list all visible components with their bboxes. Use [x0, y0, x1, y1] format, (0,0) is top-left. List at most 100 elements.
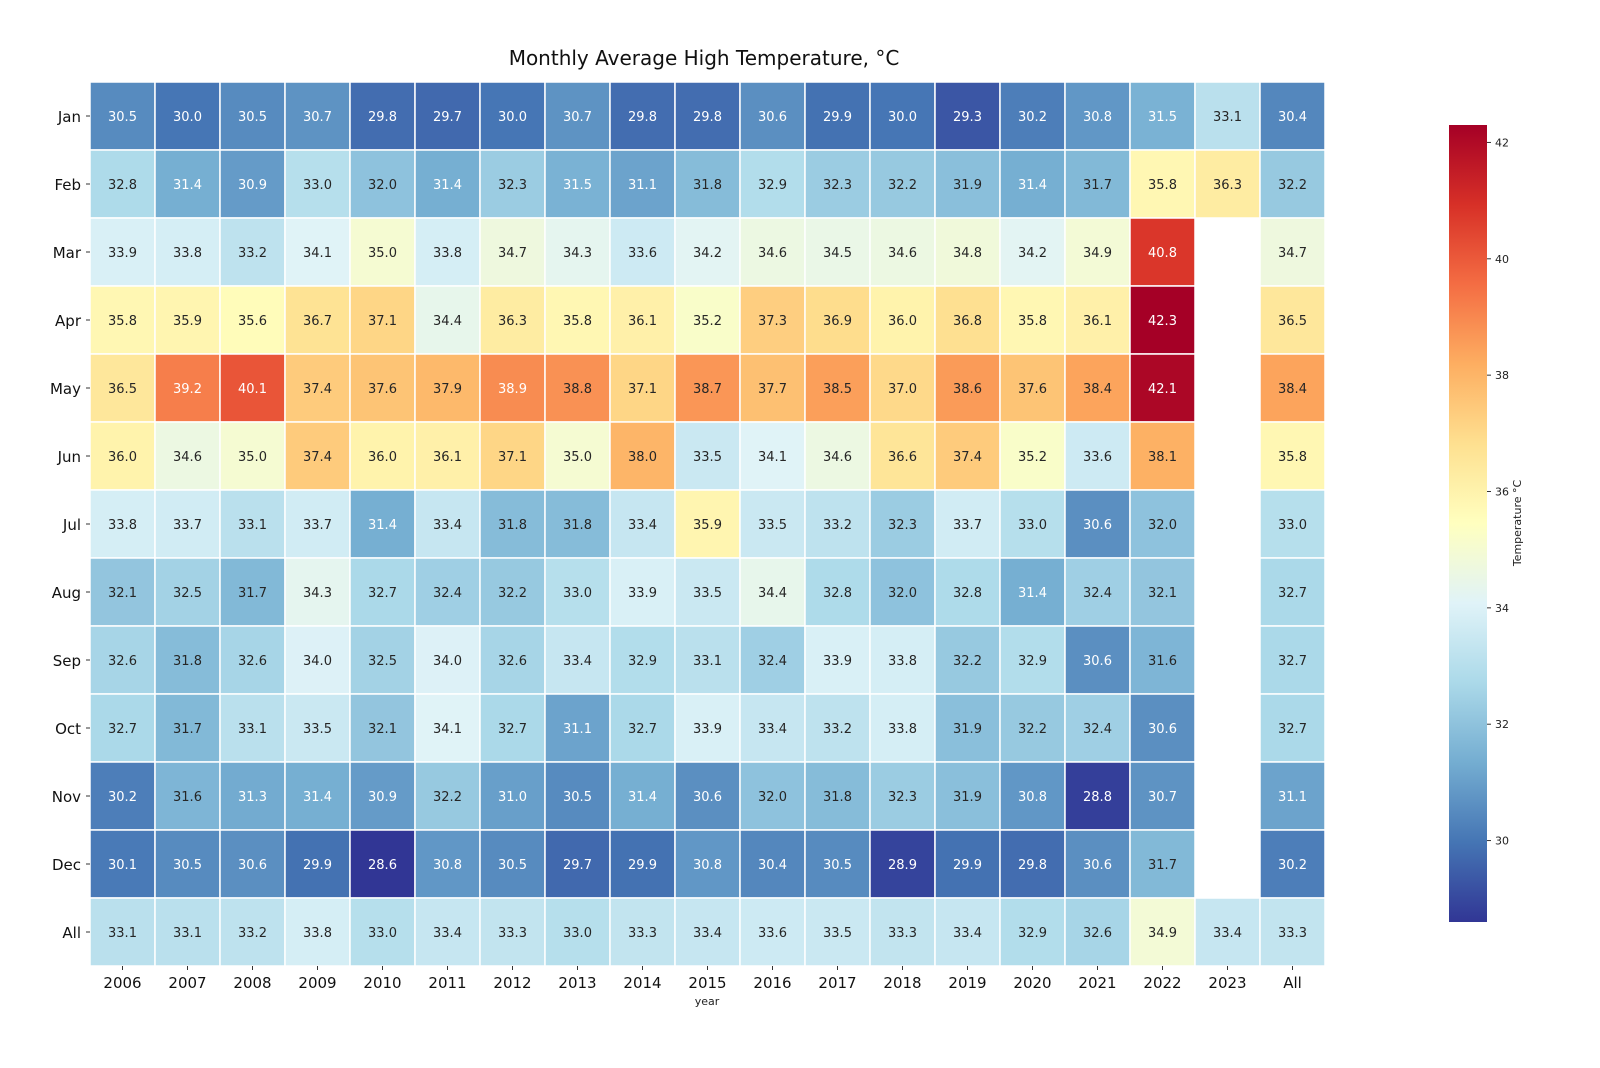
cell-value-label: 32.1: [1148, 586, 1177, 601]
heatmap-cell: [219, 557, 286, 627]
heatmap-cell: [739, 285, 806, 355]
y-tick-label: Oct: [55, 720, 81, 738]
heatmap-cell: [739, 557, 806, 627]
heatmap-cell: [1259, 421, 1326, 491]
cell-value-label: 34.2: [693, 246, 722, 261]
heatmap-cell: [934, 761, 1001, 831]
heatmap-cell: [1194, 149, 1261, 219]
heatmap-cell: [349, 489, 416, 559]
cell-value-label: 38.9: [498, 382, 527, 397]
cell-value-label: 31.8: [498, 518, 527, 533]
cell-value-label: 31.0: [498, 790, 527, 805]
cell-value-label: 33.4: [758, 722, 787, 737]
cell-value-label: 35.8: [1148, 178, 1177, 193]
heatmap-cell: [1129, 489, 1196, 559]
x-axis-label: year: [695, 995, 720, 1008]
heatmap-cell: [674, 489, 741, 559]
heatmap-cell: [609, 897, 676, 967]
heatmap-cell: [544, 897, 611, 967]
cell-value-label: 33.1: [693, 654, 722, 669]
heatmap-cell: [219, 353, 286, 423]
heatmap-cell: [154, 829, 221, 899]
cell-value-label: 32.7: [1278, 586, 1307, 601]
heatmap-cell: [154, 693, 221, 763]
cell-value-label: 30.2: [1018, 110, 1047, 125]
cell-value-label: 32.0: [758, 790, 787, 805]
cell-value-label: 36.3: [498, 314, 527, 329]
colorbar-tick-label: 36: [1495, 486, 1509, 499]
cell-value-label: 30.9: [238, 178, 267, 193]
cell-value-label: 29.3: [953, 110, 982, 125]
cell-value-label: 34.6: [888, 246, 917, 261]
colorbar-ticks: 30 32 34 36 38 40 42: [1487, 136, 1509, 848]
heatmap-cell: [674, 285, 741, 355]
heatmap-cell: [349, 353, 416, 423]
x-tick-label: 2013: [558, 974, 596, 992]
cell-value-label: 31.1: [1278, 790, 1307, 805]
heatmap-cell: [89, 897, 156, 967]
cell-value-label: 33.2: [823, 518, 852, 533]
heatmap-cell: [284, 421, 351, 491]
heatmap-cell: [89, 217, 156, 287]
cell-value-label: 36.8: [953, 314, 982, 329]
cell-value-label: 32.7: [368, 586, 397, 601]
heatmap-cell: [1259, 897, 1326, 967]
cell-value-label: 32.9: [1018, 654, 1047, 669]
heatmap-cell: [544, 149, 611, 219]
colorbar-tick-label: 32: [1495, 718, 1509, 731]
cell-value-label: 33.1: [173, 926, 202, 941]
cell-value-label: 29.8: [1018, 858, 1047, 873]
cell-value-label: 35.0: [563, 450, 592, 465]
cell-value-label: 36.1: [433, 450, 462, 465]
cell-value-label: 30.2: [1278, 858, 1307, 873]
heatmap-cell: [609, 693, 676, 763]
cell-value-label: 40.8: [1148, 246, 1177, 261]
cell-value-label: 31.1: [563, 722, 592, 737]
cell-value-label: 32.5: [173, 586, 202, 601]
cell-value-label: 29.7: [433, 110, 462, 125]
cell-value-label: 37.3: [758, 314, 787, 329]
heatmap-cell: [414, 81, 481, 151]
cell-value-label: 30.5: [823, 858, 852, 873]
cell-value-label: 32.6: [238, 654, 267, 669]
heatmap-cell: [544, 421, 611, 491]
heatmap-cell: [284, 557, 351, 627]
colorbar: [1449, 125, 1487, 922]
cell-value-label: 33.6: [628, 246, 657, 261]
cell-value-label: 32.7: [108, 722, 137, 737]
heatmap-cell: [284, 217, 351, 287]
cell-value-label: 38.6: [953, 382, 982, 397]
cell-value-label: 32.2: [888, 178, 917, 193]
cell-value-label: 30.6: [693, 790, 722, 805]
heatmap-cell: [219, 897, 286, 967]
cell-value-label: 33.7: [953, 518, 982, 533]
cell-value-label: 37.1: [628, 382, 657, 397]
heatmap-cell: [804, 149, 871, 219]
cell-value-label: 30.8: [1083, 110, 1112, 125]
heatmap-cell: [674, 557, 741, 627]
x-tick-label: 2014: [623, 974, 661, 992]
heatmap-cell: [479, 829, 546, 899]
cell-value-label: 35.0: [368, 246, 397, 261]
cell-value-label: 32.0: [368, 178, 397, 193]
cell-value-label: 33.3: [1278, 926, 1307, 941]
cell-value-label: 34.9: [1083, 246, 1112, 261]
colorbar-tick-label: 42: [1495, 136, 1509, 149]
x-tick-label: 2016: [753, 974, 791, 992]
cell-value-label: 36.6: [888, 450, 917, 465]
heatmap-cell: [739, 761, 806, 831]
x-tick-label: 2006: [103, 974, 141, 992]
cell-value-label: 31.3: [238, 790, 267, 805]
cell-value-label: 33.8: [303, 926, 332, 941]
cell-value-label: 30.6: [238, 858, 267, 873]
cell-value-label: 32.4: [1083, 586, 1112, 601]
cell-value-label: 35.9: [693, 518, 722, 533]
heatmap-cell: [999, 625, 1066, 695]
heatmap-cell: [544, 829, 611, 899]
heatmap-cell: [154, 217, 221, 287]
cell-value-label: 33.9: [823, 654, 852, 669]
heatmap-cell: [934, 353, 1001, 423]
heatmap-cell: [999, 421, 1066, 491]
cell-value-label: 31.9: [953, 178, 982, 193]
heatmap-cell: [154, 625, 221, 695]
